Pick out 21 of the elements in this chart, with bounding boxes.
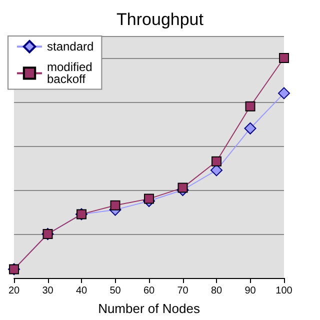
point: [244, 122, 256, 134]
x-tick-label: 50: [110, 286, 122, 296]
x-tick-label: 70: [177, 286, 189, 296]
point: [278, 87, 290, 100]
x-tick-label: 90: [244, 286, 256, 296]
legend-label: standard: [47, 40, 94, 54]
x-tick-label: 20: [8, 286, 20, 296]
x-tick-label: 60: [143, 286, 155, 296]
chart-title: Throughput: [116, 10, 204, 29]
legend-label: modified backoff: [47, 60, 92, 86]
point: [212, 156, 222, 166]
point: [245, 101, 256, 112]
x-axis-title: Number of Nodes: [98, 301, 200, 316]
x-tick-label: 40: [76, 286, 88, 296]
x-tick-label: 30: [42, 286, 54, 296]
point: [144, 194, 154, 204]
point: [178, 182, 188, 193]
x-tick-label: 100: [276, 286, 293, 296]
point: [110, 200, 120, 210]
x-tick-label: 80: [210, 286, 222, 296]
point: [279, 53, 289, 63]
